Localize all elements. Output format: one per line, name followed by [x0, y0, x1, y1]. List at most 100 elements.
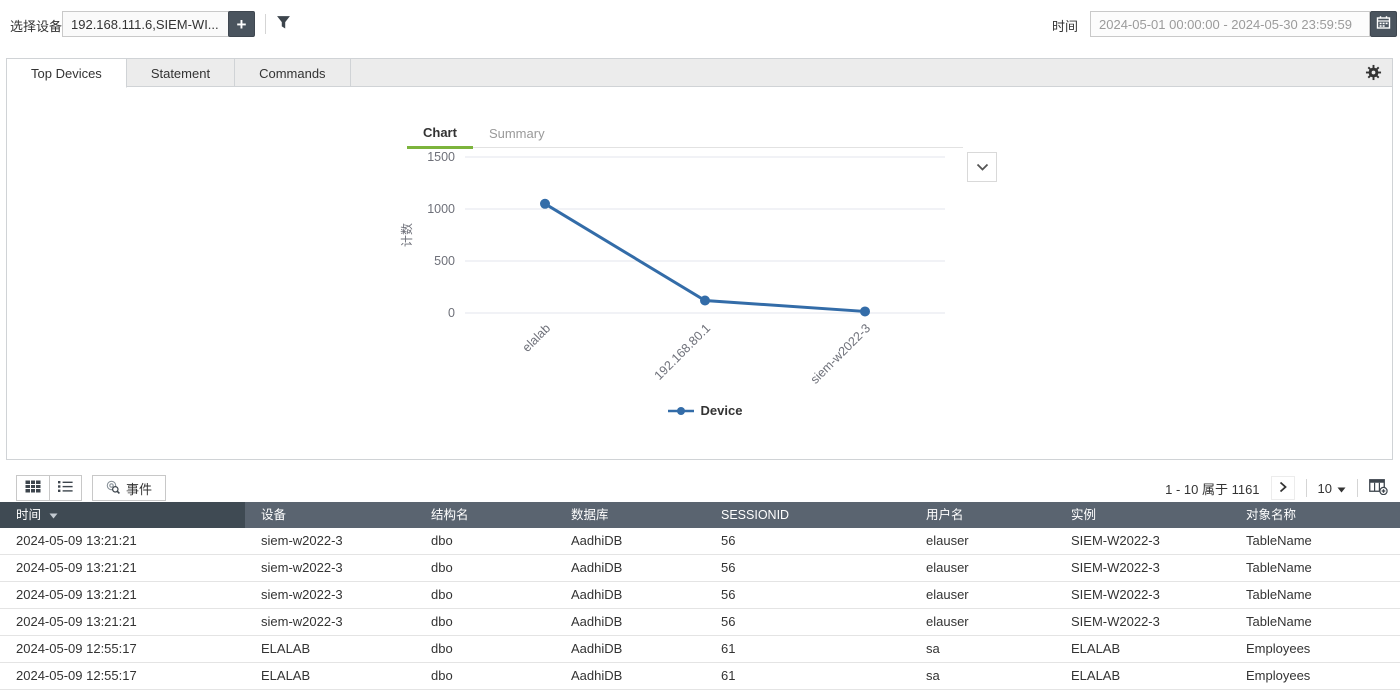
event-button[interactable]: 事件 — [92, 475, 166, 501]
column-header-label: 实例 — [1071, 508, 1097, 522]
time-range-label: 时间 — [1052, 19, 1079, 34]
column-header-6[interactable]: 用户名 — [910, 502, 1055, 528]
table-cell: siem-w2022-3 — [261, 533, 343, 548]
y-axis-tick-label: 500 — [434, 254, 455, 268]
table-cell: SIEM-W2022-3 — [1071, 533, 1160, 548]
event-button-label: 事件 — [125, 481, 152, 497]
table-row[interactable]: 2024-05-09 12:55:17 ELALAB dbo AadhiDB 61 sa E… — [0, 663, 1400, 690]
chevron-down-icon — [976, 160, 989, 175]
table-cell: 56 — [721, 614, 736, 629]
table-cell: elauser — [926, 560, 969, 575]
table-cell: dbo — [431, 560, 453, 575]
table-cell: SIEM-W2022-3 — [1071, 587, 1160, 602]
chart-plot: 0 500 1000 1500 计数 elalab 192.168.80.1 siem-w20… — [399, 150, 945, 387]
chart-tab-bar: Chart Summary — [407, 120, 963, 149]
table-row[interactable]: 2024-05-09 13:21:21 siem-w2022-3 dbo AadhiD… — [0, 609, 1400, 636]
table-header: 时间 设备 结构名 数据库 SESSIONID 用户名 实例 对象名称 — [0, 502, 1400, 528]
chevron-right-icon — [1279, 481, 1287, 496]
line-series — [544, 202, 866, 313]
page-size-dropdown[interactable]: 10 — [1318, 481, 1346, 496]
view-toggle-group — [16, 475, 82, 501]
add-column-icon — [1369, 478, 1388, 498]
device-select-input[interactable] — [62, 11, 229, 37]
column-header-2[interactable]: 设备 — [245, 502, 415, 528]
legend-label: Device — [700, 403, 743, 418]
tab-commands[interactable]: Commands — [235, 59, 351, 87]
main-tab-bar: Top Devices Statement Commands — [7, 59, 1392, 88]
column-header-label: 结构名 — [431, 508, 469, 522]
table-cell: dbo — [431, 641, 453, 656]
x-axis-tick-label: elalab — [520, 321, 554, 355]
add-column-button[interactable] — [1369, 478, 1388, 498]
grid-view-icon — [25, 480, 41, 496]
subtab-summary[interactable]: Summary — [488, 126, 545, 141]
grid-view-button[interactable] — [17, 476, 49, 500]
column-header-5[interactable]: SESSIONID — [705, 502, 910, 528]
tab-statement[interactable]: Statement — [127, 59, 236, 87]
table-cell: TableName — [1246, 614, 1312, 629]
table-cell: elauser — [926, 614, 969, 629]
chart-legend-item[interactable]: Device — [465, 403, 945, 418]
table-cell: elauser — [926, 533, 969, 548]
column-header-label: 设备 — [261, 508, 287, 522]
table-cell: SIEM-W2022-3 — [1071, 614, 1160, 629]
caret-down-icon — [1337, 481, 1346, 496]
table-cell: SIEM-W2022-3 — [1071, 560, 1160, 575]
table-cell: 2024-05-09 12:55:17 — [16, 641, 137, 656]
table-row[interactable]: 2024-05-09 12:55:17 ELALAB dbo AadhiDB 61 sa E… — [0, 636, 1400, 663]
table-cell: 2024-05-09 13:21:21 — [16, 587, 137, 602]
table-cell: AadhiDB — [571, 560, 623, 575]
subtab-chart[interactable]: Chart — [407, 121, 473, 149]
table-cell: dbo — [431, 587, 453, 602]
pagination-bar: 1 - 10 属于 1161 10 — [1165, 475, 1388, 501]
x-axis-tick-label: 192.168.80.1 — [652, 321, 714, 383]
column-header-label: 用户名 — [926, 508, 964, 522]
filter-icon — [276, 16, 291, 33]
tab-top-devices[interactable]: Top Devices — [7, 59, 127, 88]
column-header-4[interactable]: 数据库 — [555, 502, 705, 528]
calendar-button[interactable] — [1370, 11, 1397, 37]
gear-icon — [1365, 64, 1382, 84]
chart-collapse-button[interactable] — [967, 152, 997, 182]
column-header-label: 时间 — [16, 508, 42, 522]
legend-line-marker-icon — [667, 406, 694, 415]
data-point[interactable] — [860, 306, 870, 317]
column-header-label: 对象名称 — [1246, 508, 1297, 522]
column-header-8[interactable]: 对象名称 — [1230, 502, 1400, 528]
column-header-label: 数据库 — [571, 508, 609, 522]
settings-button[interactable] — [1365, 64, 1382, 84]
table-row[interactable]: 2024-05-09 13:21:21 siem-w2022-3 dbo AadhiD… — [0, 555, 1400, 582]
table-row[interactable]: 2024-05-09 13:21:21 siem-w2022-3 dbo AadhiD… — [0, 582, 1400, 609]
table-cell: ELALAB — [261, 641, 311, 656]
y-axis-tick-label: 1500 — [427, 150, 455, 164]
column-header-7[interactable]: 实例 — [1055, 502, 1230, 528]
next-page-button[interactable] — [1270, 476, 1295, 500]
data-point[interactable] — [700, 295, 710, 306]
time-range-input[interactable] — [1090, 11, 1370, 37]
list-view-button[interactable] — [49, 476, 81, 500]
data-point[interactable] — [540, 198, 550, 209]
table-cell: TableName — [1246, 533, 1312, 548]
column-header-1[interactable]: 时间 — [0, 502, 245, 528]
table-cell: 61 — [721, 641, 736, 656]
sort-desc-icon — [49, 502, 58, 528]
table-cell: 56 — [721, 560, 736, 575]
table-cell: AadhiDB — [571, 668, 623, 683]
x-axis-tick-label: siem-w2022-3 — [808, 321, 873, 386]
table-row[interactable]: 2024-05-09 13:21:21 siem-w2022-3 dbo AadhiD… — [0, 528, 1400, 555]
list-view-icon — [58, 480, 73, 496]
table-cell: dbo — [431, 668, 453, 683]
add-device-button[interactable]: + — [228, 11, 255, 37]
table-cell: dbo — [431, 614, 453, 629]
table-cell: ELALAB — [261, 668, 311, 683]
y-axis-title: 计数 — [399, 223, 414, 247]
table-cell: Employees — [1246, 668, 1311, 683]
table-cell: AadhiDB — [571, 614, 623, 629]
filter-button[interactable] — [276, 15, 291, 33]
column-header-3[interactable]: 结构名 — [415, 502, 555, 528]
table-cell: AadhiDB — [571, 533, 623, 548]
table-cell: AadhiDB — [571, 587, 623, 602]
table-cell: 2024-05-09 12:55:17 — [16, 668, 137, 683]
table-cell: TableName — [1246, 587, 1312, 602]
calendar-icon — [1376, 15, 1391, 33]
